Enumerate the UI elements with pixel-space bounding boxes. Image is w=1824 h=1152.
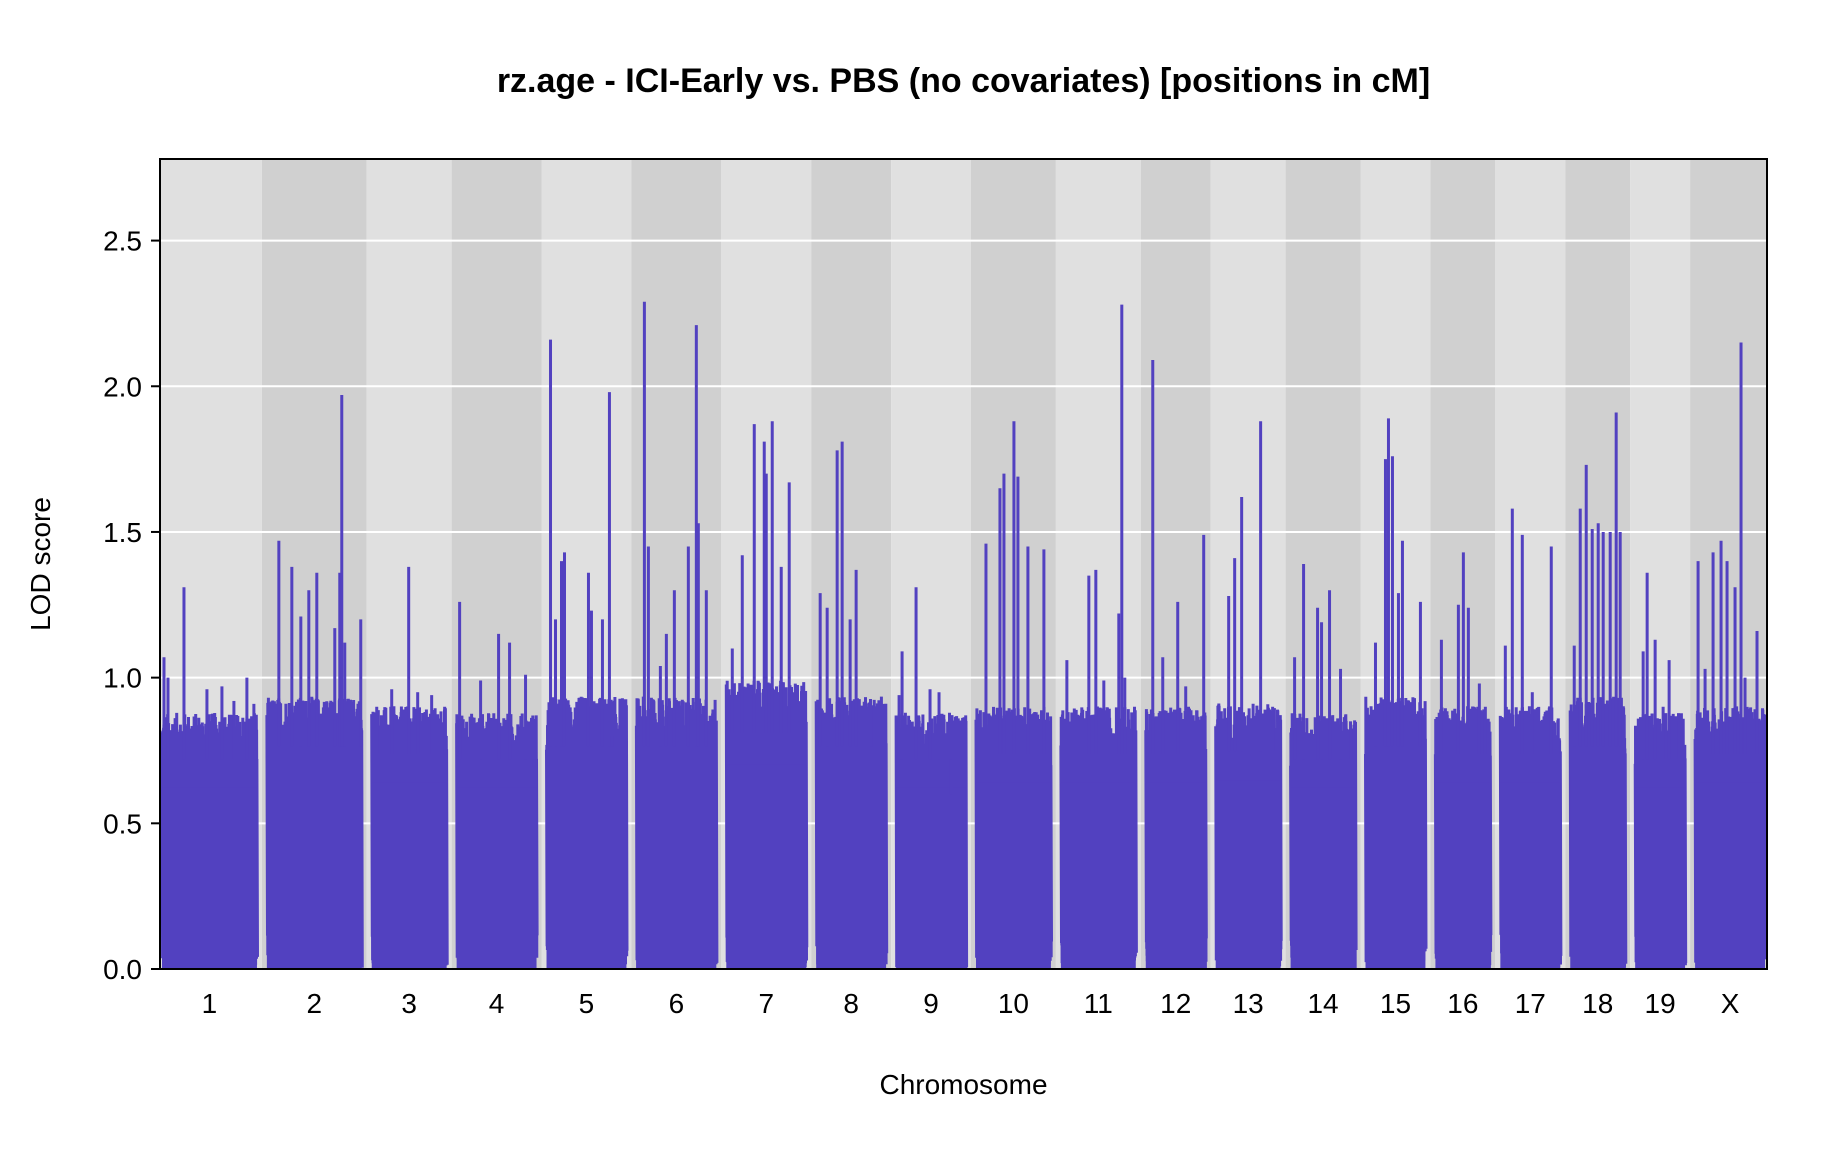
x-tick-label-chr-15: 15 — [1380, 988, 1411, 1019]
lod-fill — [1145, 782, 1206, 969]
x-axis: 1 2 3 4 5 6 7 8 9 10 11 12 13 14 15 16 17 18 19 X — [202, 988, 1740, 1019]
x-tick-label-chr-5: 5 — [579, 988, 595, 1019]
lod-fill — [636, 775, 717, 969]
lod-curve-chr-15 — [1364, 418, 1428, 969]
x-tick-label-chr-19: 19 — [1645, 988, 1676, 1019]
lod-curve-chr-17 — [1498, 508, 1563, 969]
lod-fill — [1365, 775, 1426, 969]
lod-curves — [160, 301, 1768, 970]
lod-fill — [456, 787, 537, 969]
y-tick-label: 2.0 — [103, 371, 142, 402]
lod-fill — [1060, 782, 1136, 969]
lod-fill — [1435, 782, 1491, 969]
lod-curve-chr-8 — [814, 441, 889, 970]
y-axis-label: LOD score — [25, 497, 56, 631]
lod-fill — [1215, 780, 1281, 969]
x-tick-label-chr-X: X — [1721, 988, 1740, 1019]
x-tick-label-chr-12: 12 — [1160, 988, 1191, 1019]
x-tick-label-chr-10: 10 — [998, 988, 1029, 1019]
x-tick-label-chr-13: 13 — [1233, 988, 1264, 1019]
x-tick-label-chr-11: 11 — [1084, 988, 1113, 1019]
lod-fill — [1500, 782, 1561, 969]
x-tick-label-chr-17: 17 — [1515, 988, 1546, 1019]
lod-curve-chr-3 — [370, 566, 449, 969]
plot-frame — [159, 158, 1768, 970]
lod-fill — [896, 787, 966, 969]
lod-curve-chr-7 — [724, 421, 809, 969]
x-tick-label-chr-1: 1 — [202, 988, 218, 1019]
lod-fill — [726, 764, 807, 969]
lod-curve-chr-5 — [545, 339, 629, 969]
lod-curve-chr-16 — [1433, 552, 1493, 969]
lod-fill — [546, 775, 627, 969]
y-tick-label: 1.5 — [103, 517, 142, 548]
lod-curve-chr-9 — [894, 587, 969, 969]
lod-fill — [1570, 775, 1626, 969]
x-tick-label-chr-16: 16 — [1447, 988, 1478, 1019]
lod-fill — [975, 782, 1051, 969]
x-tick-label-chr-7: 7 — [758, 988, 774, 1019]
lod-curve-chr-11 — [1059, 304, 1138, 970]
y-tick-label: 0.5 — [103, 808, 142, 839]
lod-curve-chr-6 — [634, 301, 719, 969]
y-tick-label: 2.5 — [103, 226, 142, 257]
lod-curve-chr-19 — [1633, 572, 1688, 969]
chart-title: rz.age - ICI-Early vs. PBS (no covariate… — [497, 62, 1430, 100]
lod-curve-chr-18 — [1568, 412, 1628, 970]
y-axis: 0.0 0.5 1.0 1.5 2.0 2.5 — [103, 226, 160, 985]
lod-curve-chr-14 — [1289, 564, 1358, 969]
lod-fill — [1290, 787, 1356, 969]
lod-curve-chr-2 — [265, 395, 364, 970]
x-tick-label-chr-8: 8 — [843, 988, 859, 1019]
x-tick-label-chr-9: 9 — [923, 988, 939, 1019]
x-tick-label-chr-6: 6 — [669, 988, 685, 1019]
lod-curve-chr-1 — [160, 587, 259, 969]
y-tick-label: 1.0 — [103, 663, 142, 694]
x-axis-label: Chromosome — [879, 1069, 1047, 1100]
x-tick-label-chr-18: 18 — [1582, 988, 1613, 1019]
lod-fill — [1635, 787, 1686, 969]
x-tick-label-chr-4: 4 — [489, 988, 505, 1019]
lod-fill — [266, 775, 362, 969]
y-tick-label: 0.0 — [103, 954, 142, 985]
lod-curve-chr-X — [1693, 342, 1768, 969]
x-tick-label-chr-3: 3 — [401, 988, 417, 1019]
lod-fill — [161, 787, 257, 969]
lod-curve-chr-12 — [1144, 360, 1208, 969]
lod-curve-chr-4 — [455, 601, 539, 969]
lod-fill — [816, 775, 887, 969]
lod-curve-chr-13 — [1214, 421, 1283, 969]
x-tick-label-chr-14: 14 — [1307, 988, 1338, 1019]
x-tick-label-chr-2: 2 — [307, 988, 323, 1019]
lod-fill — [1695, 782, 1766, 969]
lod-fill — [371, 782, 447, 969]
lod-curve-chr-10 — [974, 421, 1053, 969]
